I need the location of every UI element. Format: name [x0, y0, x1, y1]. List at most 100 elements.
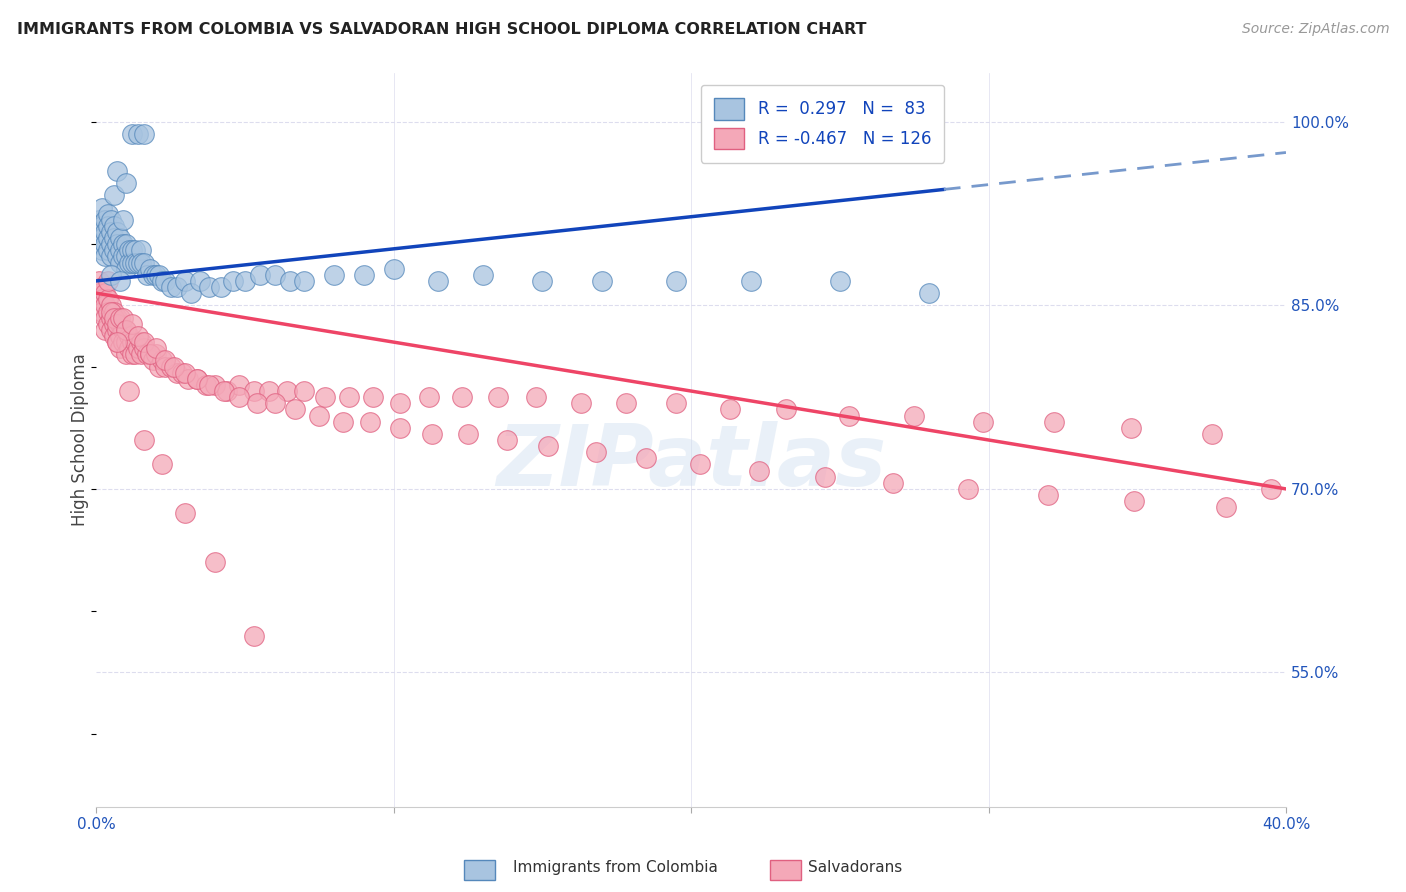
Point: [471, 268, 494, 282]
Point: [100, 304, 122, 318]
Point: [105, 323, 128, 337]
Point: [249, 268, 271, 282]
Point: [276, 384, 298, 398]
Point: [105, 237, 128, 252]
Point: [89, 237, 111, 252]
Point: [91, 293, 114, 307]
Point: [353, 268, 375, 282]
Point: [689, 458, 711, 472]
Point: [124, 335, 146, 350]
Point: [103, 219, 125, 233]
Point: [97, 244, 120, 258]
Point: [115, 250, 138, 264]
Point: [94, 310, 117, 325]
Point: [129, 335, 152, 350]
Point: [308, 409, 330, 423]
Point: [97, 231, 120, 245]
Point: [111, 212, 134, 227]
Point: [177, 372, 200, 386]
Point: [97, 304, 120, 318]
Point: [108, 255, 131, 269]
Point: [105, 317, 128, 331]
Point: [121, 244, 143, 258]
Point: [486, 390, 509, 404]
Point: [150, 458, 173, 472]
Point: [115, 323, 138, 337]
Point: [94, 286, 117, 301]
Point: [388, 421, 411, 435]
Point: [108, 329, 131, 343]
Point: [222, 274, 245, 288]
Point: [89, 274, 111, 288]
Point: [91, 244, 114, 258]
Point: [1036, 488, 1059, 502]
Point: [100, 310, 122, 325]
Text: ZIPatlas: ZIPatlas: [496, 420, 886, 503]
Point: [121, 317, 143, 331]
Point: [97, 219, 120, 233]
Point: [97, 317, 120, 331]
Point: [388, 396, 411, 410]
Point: [174, 507, 197, 521]
Point: [174, 274, 197, 288]
Point: [97, 274, 120, 288]
Point: [115, 323, 138, 337]
Point: [636, 451, 658, 466]
Point: [740, 274, 762, 288]
Point: [148, 359, 170, 374]
Point: [139, 347, 162, 361]
Point: [814, 469, 837, 483]
Point: [100, 237, 122, 252]
Point: [314, 390, 336, 404]
Point: [132, 255, 155, 269]
Point: [100, 323, 122, 337]
Point: [159, 280, 181, 294]
Point: [243, 629, 266, 643]
Point: [294, 274, 316, 288]
Point: [132, 127, 155, 141]
Point: [537, 439, 560, 453]
Point: [142, 268, 165, 282]
Point: [665, 396, 688, 410]
Point: [1123, 494, 1146, 508]
Point: [180, 286, 202, 301]
Point: [195, 378, 218, 392]
Point: [135, 268, 157, 282]
Point: [111, 323, 134, 337]
Point: [111, 237, 134, 252]
Point: [150, 353, 173, 368]
Point: [209, 280, 232, 294]
Point: [105, 310, 128, 325]
Point: [118, 244, 141, 258]
Point: [1260, 482, 1282, 496]
Point: [121, 255, 143, 269]
Point: [748, 464, 770, 478]
Point: [332, 415, 354, 429]
Point: [323, 268, 346, 282]
Point: [97, 293, 120, 307]
Point: [129, 347, 152, 361]
Point: [121, 347, 143, 361]
Point: [153, 359, 176, 374]
Point: [100, 298, 122, 312]
Point: [188, 274, 211, 288]
Point: [775, 402, 797, 417]
Point: [569, 396, 592, 410]
Point: [91, 231, 114, 245]
Text: IMMIGRANTS FROM COLOMBIA VS SALVADORAN HIGH SCHOOL DIPLOMA CORRELATION CHART: IMMIGRANTS FROM COLOMBIA VS SALVADORAN H…: [17, 22, 866, 37]
Point: [132, 341, 155, 355]
Point: [105, 250, 128, 264]
Point: [198, 378, 221, 392]
Point: [129, 244, 152, 258]
Point: [105, 225, 128, 239]
Point: [89, 286, 111, 301]
Point: [526, 390, 548, 404]
Point: [451, 390, 474, 404]
Point: [614, 396, 637, 410]
Point: [162, 359, 184, 374]
Point: [233, 274, 256, 288]
Point: [153, 274, 176, 288]
Text: Source: ZipAtlas.com: Source: ZipAtlas.com: [1241, 22, 1389, 37]
Point: [263, 396, 285, 410]
Point: [108, 274, 131, 288]
